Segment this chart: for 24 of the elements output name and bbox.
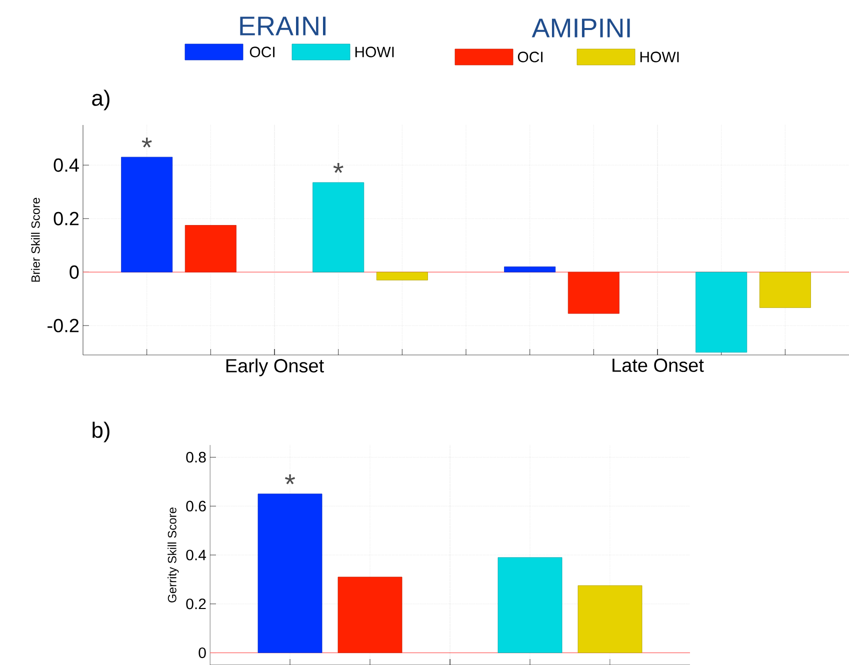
legend-label: OCI: [518, 52, 542, 62]
legend-label: HOWI: [640, 52, 679, 62]
x-tick-label: Late Onset: [612, 358, 704, 372]
y-tick-label: 0.2: [186, 598, 206, 610]
y-tick-label: 0: [70, 265, 79, 279]
text: ERAINI: [240, 16, 326, 36]
y-axis-title: Gerrity Skill Score: [168, 508, 179, 602]
y-tick-label: 0.8: [186, 452, 206, 463]
legend-label: HOWI: [355, 46, 394, 58]
text: a): [92, 90, 110, 110]
data-label: *: [142, 138, 152, 148]
y-tick-label: 0.6: [186, 500, 206, 512]
y-tick-label: 0.4: [186, 550, 206, 560]
y-tick-label: 0.4: [54, 158, 79, 172]
legend-label: OCI: [250, 46, 274, 58]
y-tick-label: -0.2: [48, 318, 79, 332]
y-axis-title: Brier Skill Score: [31, 198, 40, 282]
y-tick-label: 0: [198, 647, 206, 658]
data-label: *: [333, 163, 344, 173]
text: AMIPINI: [532, 18, 630, 38]
text: b): [92, 422, 110, 442]
data-label: *: [285, 474, 296, 484]
x-tick-label: Early Onset: [226, 358, 324, 376]
y-tick-label: 0.2: [54, 212, 79, 226]
